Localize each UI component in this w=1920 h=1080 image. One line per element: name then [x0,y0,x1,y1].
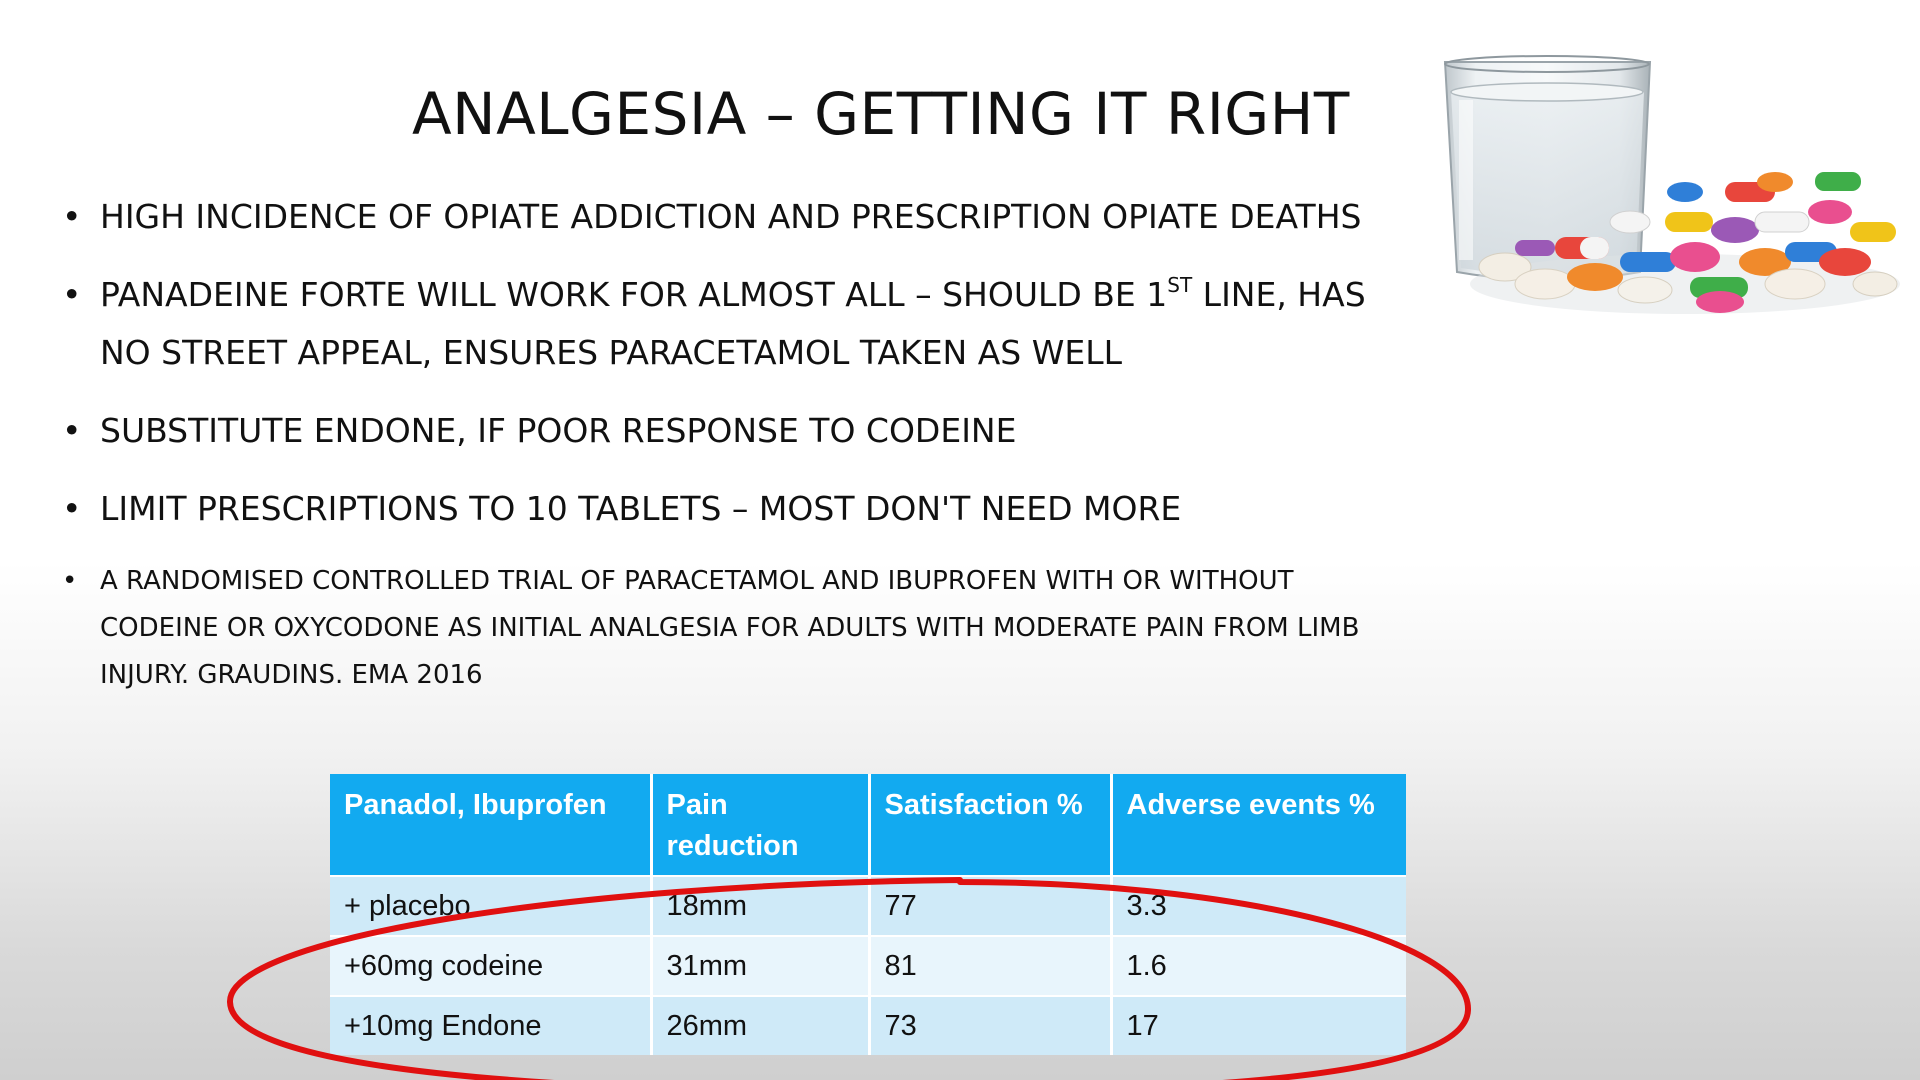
bullet-text: LIMIT PRESCRIPTIONS TO 10 TABLETS – MOST… [100,489,1182,528]
table-cell: +10mg Endone [330,995,653,1055]
bullet-citation: • A RANDOMISED CONTROLLED TRIAL OF PARAC… [60,558,1400,699]
table-cell: 77 [869,875,1113,936]
bullet-marker: • [62,566,78,596]
header-panadol-ibuprofen: Panadol, Ibuprofen [330,774,653,876]
bullet-superscript: ST [1167,273,1193,297]
bullet-text: SUBSTITUTE ENDONE, IF POOR RESPONSE TO C… [100,411,1017,450]
bullet-marker: • [62,489,82,528]
table-cell: 18mm [651,875,871,936]
table-row: +60mg codeine 31mm 81 1.6 [330,935,1406,996]
results-table: Panadol, Ibuprofen Pain reduction Satisf… [330,774,1406,1055]
table-cell: + placebo [330,875,653,936]
table-header-row: Panadol, Ibuprofen Pain reduction Satisf… [330,774,1406,876]
table-cell: +60mg codeine [330,935,653,996]
bullet-text: LINE, HAS NO STREET APPEAL, ENSURES PARA… [100,275,1366,372]
header-adverse-events: Adverse events % [1111,774,1406,876]
bullet-marker: • [62,197,82,236]
table-row: +10mg Endone 26mm 73 17 [330,995,1406,1055]
table-row: + placebo 18mm 77 3.3 [330,875,1406,936]
table-cell: 81 [869,935,1113,996]
table-cell: 3.3 [1111,875,1406,936]
table-cell: 1.6 [1111,935,1406,996]
header-satisfaction: Satisfaction % [869,774,1113,876]
bullet-substitute-endone: • SUBSTITUTE ENDONE, IF POOR RESPONSE TO… [60,402,1400,460]
bullet-marker: • [62,275,82,314]
header-pain-reduction: Pain reduction [651,774,871,876]
bullet-text: HIGH INCIDENCE OF OPIATE ADDICTION AND P… [100,197,1362,236]
bullet-limit-prescriptions: • LIMIT PRESCRIPTIONS TO 10 TABLETS – MO… [60,480,1400,538]
bullet-text: PANADEINE FORTE WILL WORK FOR ALMOST ALL… [100,275,1168,314]
table-cell: 73 [869,995,1113,1055]
glass-of-water-and-pills-illustration [1443,55,1900,314]
bullet-marker: • [62,411,82,450]
table-cell: 26mm [651,995,871,1055]
bullet-text: A RANDOMISED CONTROLLED TRIAL OF PARACET… [100,566,1360,690]
bullet-panadeine-forte: • PANADEINE FORTE WILL WORK FOR ALMOST A… [60,266,1400,382]
bullet-opiate-addiction: • HIGH INCIDENCE OF OPIATE ADDICTION AND… [60,188,1400,246]
bullet-list: • HIGH INCIDENCE OF OPIATE ADDICTION AND… [60,188,1400,719]
slide-title: ANALGESIA – GETTING IT RIGHT [412,80,1350,148]
table-cell: 17 [1111,995,1406,1055]
table-cell: 31mm [651,935,871,996]
